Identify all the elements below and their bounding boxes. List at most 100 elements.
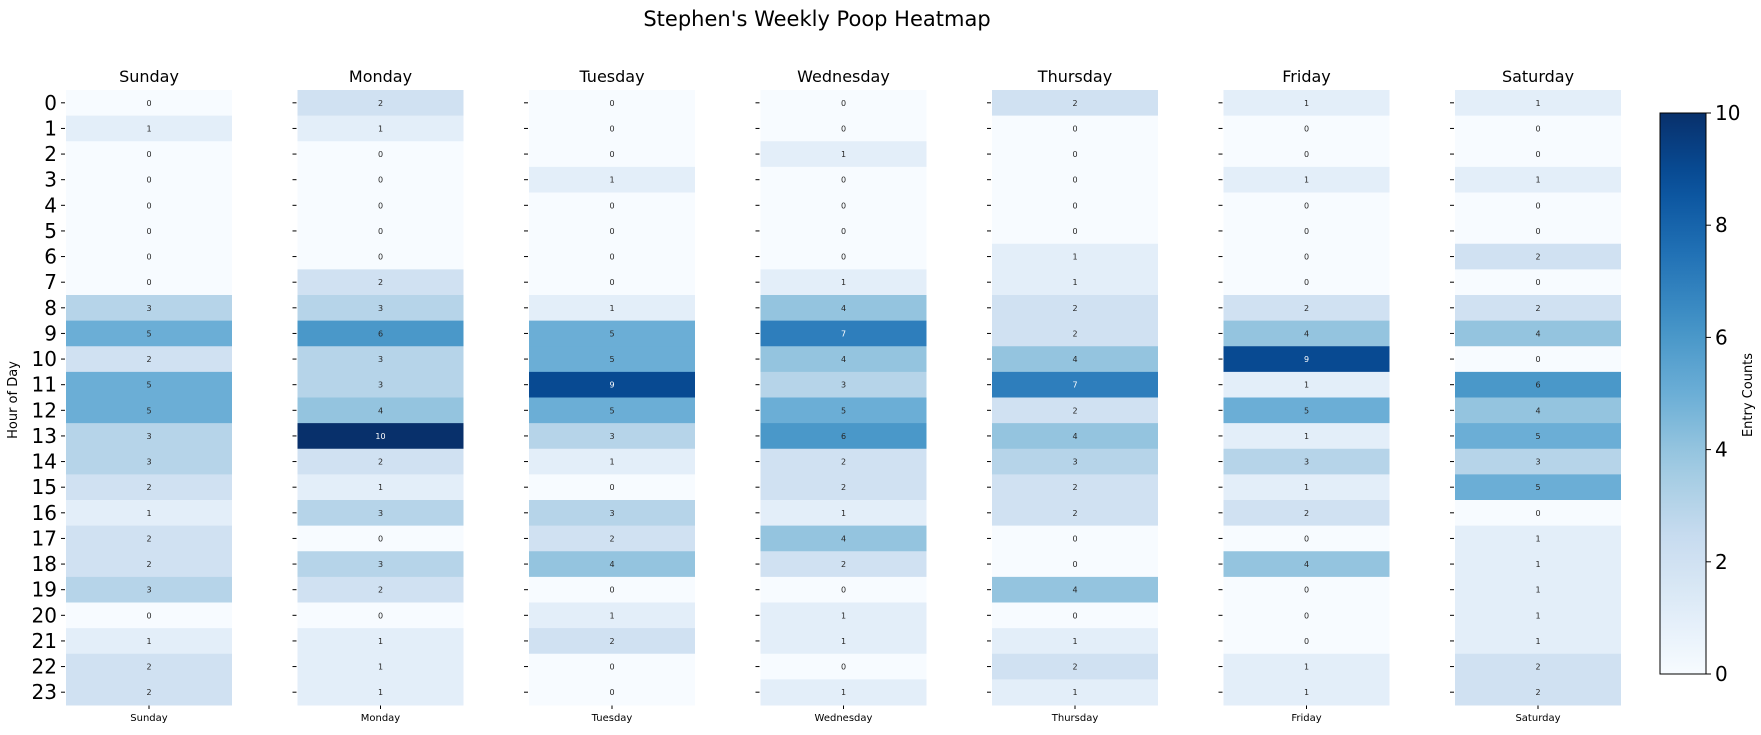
cell-value-label: 0	[1535, 124, 1540, 133]
heatmap-cell	[760, 346, 927, 373]
cell-value-label: 3	[1072, 458, 1077, 467]
cell-value-label: 2	[146, 534, 151, 543]
x-tick-label: Thursday	[1051, 713, 1099, 724]
heatmap-cell	[1223, 295, 1390, 322]
cell-value-label: 2	[841, 483, 846, 492]
cell-value-label: 0	[378, 227, 383, 236]
cell-value-label: 1	[378, 637, 383, 646]
heatmap-cell	[66, 551, 232, 578]
heatmap-cell	[66, 628, 232, 655]
cell-value-label: 2	[146, 560, 151, 569]
cell-value-label: 1	[609, 611, 614, 620]
cell-value-label: 0	[146, 176, 151, 185]
cell-value-label: 4	[841, 355, 846, 364]
heatmap-cell	[66, 474, 232, 501]
heatmap-cell	[992, 500, 1158, 527]
cell-value-label: 2	[378, 99, 383, 108]
heatmap-cell	[1223, 525, 1390, 552]
cell-value-label: 6	[378, 329, 383, 338]
heatmap-cell	[529, 525, 695, 552]
cell-value-label: 3	[146, 432, 151, 441]
y-tick-label: 17	[32, 526, 57, 550]
heatmap-cell	[529, 243, 695, 270]
cell-value-label: 2	[609, 637, 614, 646]
cell-value-label: 5	[609, 406, 614, 415]
cell-value-label: 1	[1535, 534, 1540, 543]
heatmap-cell	[297, 90, 464, 117]
cell-value-label: 4	[1304, 329, 1309, 338]
cell-value-label: 0	[841, 201, 846, 210]
heatmap-cell	[992, 371, 1158, 398]
y-tick-label: 13	[32, 424, 57, 448]
cell-value-label: 0	[1304, 227, 1309, 236]
heatmap-cell	[760, 90, 927, 117]
cell-value-label: 0	[378, 150, 383, 159]
x-tick-label: Saturday	[1515, 713, 1560, 724]
cell-value-label: 0	[378, 201, 383, 210]
heatmap-cell	[1455, 628, 1621, 655]
heatmap-cell	[760, 141, 927, 168]
cell-value-label: 0	[378, 611, 383, 620]
cell-value-label: 0	[841, 176, 846, 185]
cell-value-label: 1	[1304, 688, 1309, 697]
cell-value-label: 2	[1304, 509, 1309, 518]
heatmap-cell	[1455, 602, 1621, 629]
heatmap-cell	[66, 602, 232, 629]
heatmap-cell	[1223, 448, 1390, 475]
heatmap-cell	[760, 423, 927, 450]
cell-value-label: 1	[1304, 663, 1309, 672]
cell-value-label: 4	[1535, 406, 1540, 415]
cell-value-label: 1	[841, 278, 846, 287]
cell-value-label: 0	[1304, 124, 1309, 133]
heatmap-cell	[992, 679, 1158, 706]
cell-value-label: 2	[1304, 304, 1309, 313]
heatmap-cell	[992, 576, 1158, 603]
heatmap-cell	[992, 166, 1158, 193]
cell-value-label: 1	[378, 688, 383, 697]
cell-value-label: 1	[1072, 637, 1077, 646]
cell-value-label: 6	[1535, 381, 1540, 390]
heatmap-cell	[760, 448, 927, 475]
heatmap-cell	[1223, 269, 1390, 296]
cell-value-label: 3	[146, 304, 151, 313]
cell-value-label: 1	[841, 637, 846, 646]
cell-value-label: 0	[841, 227, 846, 236]
cell-value-label: 0	[1304, 586, 1309, 595]
cell-value-label: 0	[609, 688, 614, 697]
colorbar-tick-label: 4	[1715, 438, 1728, 462]
cell-value-label: 0	[1304, 637, 1309, 646]
heatmap-cell	[1223, 602, 1390, 629]
heatmap-cell	[529, 371, 695, 398]
heatmap-cell	[992, 115, 1158, 142]
heatmap-cell	[297, 371, 464, 398]
cell-value-label: 2	[146, 663, 151, 672]
heatmap-cell	[992, 397, 1158, 424]
heatmap-cell	[760, 115, 927, 142]
y-tick-label: 23	[32, 680, 57, 704]
cell-value-label: 4	[1072, 586, 1077, 595]
heatmap-cell	[297, 141, 464, 168]
heatmap-cell	[529, 346, 695, 373]
cell-value-label: 1	[841, 150, 846, 159]
cell-value-label: 0	[1304, 611, 1309, 620]
heatmap-cell	[66, 115, 232, 142]
heatmap-cell	[297, 551, 464, 578]
heatmap-cell	[1455, 500, 1621, 527]
y-tick-label: 1	[44, 116, 57, 140]
heatmap-cell	[529, 474, 695, 501]
heatmap-cell	[1223, 576, 1390, 603]
y-tick-label: 3	[44, 168, 57, 192]
cell-value-label: 1	[1535, 99, 1540, 108]
heatmap-cell	[529, 500, 695, 527]
heatmap-cell	[1455, 141, 1621, 168]
cell-value-label: 0	[1535, 509, 1540, 518]
heatmap-cell	[66, 371, 232, 398]
cell-value-label: 1	[609, 458, 614, 467]
heatmap-cell	[66, 679, 232, 706]
cell-value-label: 0	[1072, 611, 1077, 620]
cell-value-label: 2	[1072, 329, 1077, 338]
cell-value-label: 7	[1072, 381, 1077, 390]
x-tick-label: Friday	[1291, 713, 1321, 724]
cell-value-label: 5	[1304, 406, 1309, 415]
cell-value-label: 0	[378, 534, 383, 543]
